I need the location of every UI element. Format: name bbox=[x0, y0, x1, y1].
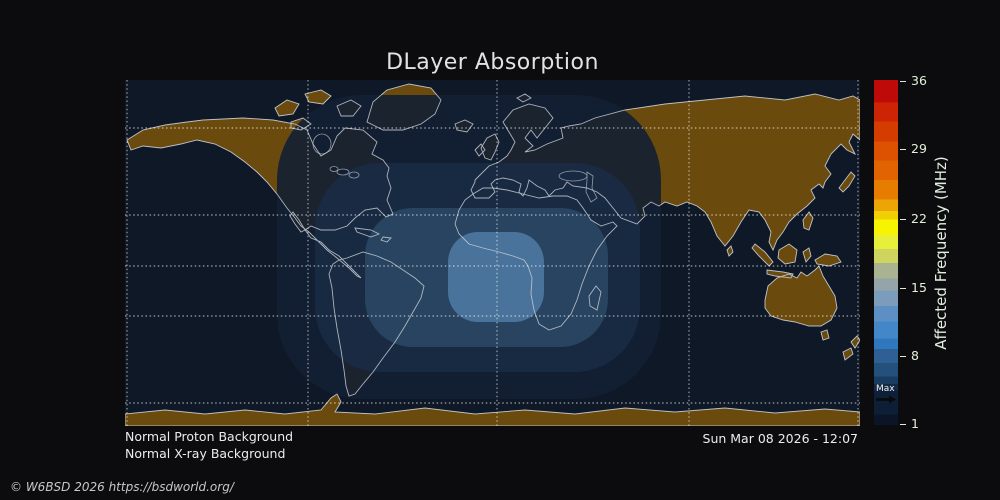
copyright-notice: © W6BSD 2026 https://bsdworld.org/ bbox=[10, 480, 234, 494]
tick-label: 29 bbox=[911, 141, 927, 157]
max-arrow-icon bbox=[876, 395, 896, 404]
colorbar-axis-label: Affected Frequency (MHz) bbox=[932, 156, 950, 350]
world-map bbox=[124, 80, 861, 427]
tick-label: 22 bbox=[911, 211, 927, 227]
page-title: DLayer Absorption bbox=[386, 50, 599, 75]
max-annotation: Max bbox=[874, 384, 899, 405]
tick-label: 36 bbox=[911, 73, 927, 89]
map-timestamp: Sun Mar 08 2026 - 12:07 bbox=[702, 431, 858, 446]
absorption-band-center bbox=[448, 232, 544, 322]
tick-mark bbox=[900, 149, 906, 151]
world-map-svg bbox=[124, 80, 861, 427]
tick-mark bbox=[900, 219, 906, 221]
tick-label: 15 bbox=[911, 280, 927, 296]
gridlines bbox=[125, 80, 860, 426]
tick-mark bbox=[900, 356, 906, 358]
tick-mark bbox=[900, 81, 906, 83]
tick-label: 8 bbox=[911, 348, 919, 364]
proton-status: Normal Proton Background bbox=[125, 429, 294, 444]
colorbar: 36 29 22 15 8 1 bbox=[874, 73, 927, 431]
background-status: Normal Proton Background Normal X-ray Ba… bbox=[125, 428, 293, 462]
tick-mark bbox=[900, 288, 906, 290]
tick-label: 1 bbox=[911, 416, 919, 432]
tick-mark bbox=[900, 423, 906, 425]
xray-status: Normal X-ray Background bbox=[125, 446, 286, 461]
max-label: Max bbox=[876, 384, 895, 394]
